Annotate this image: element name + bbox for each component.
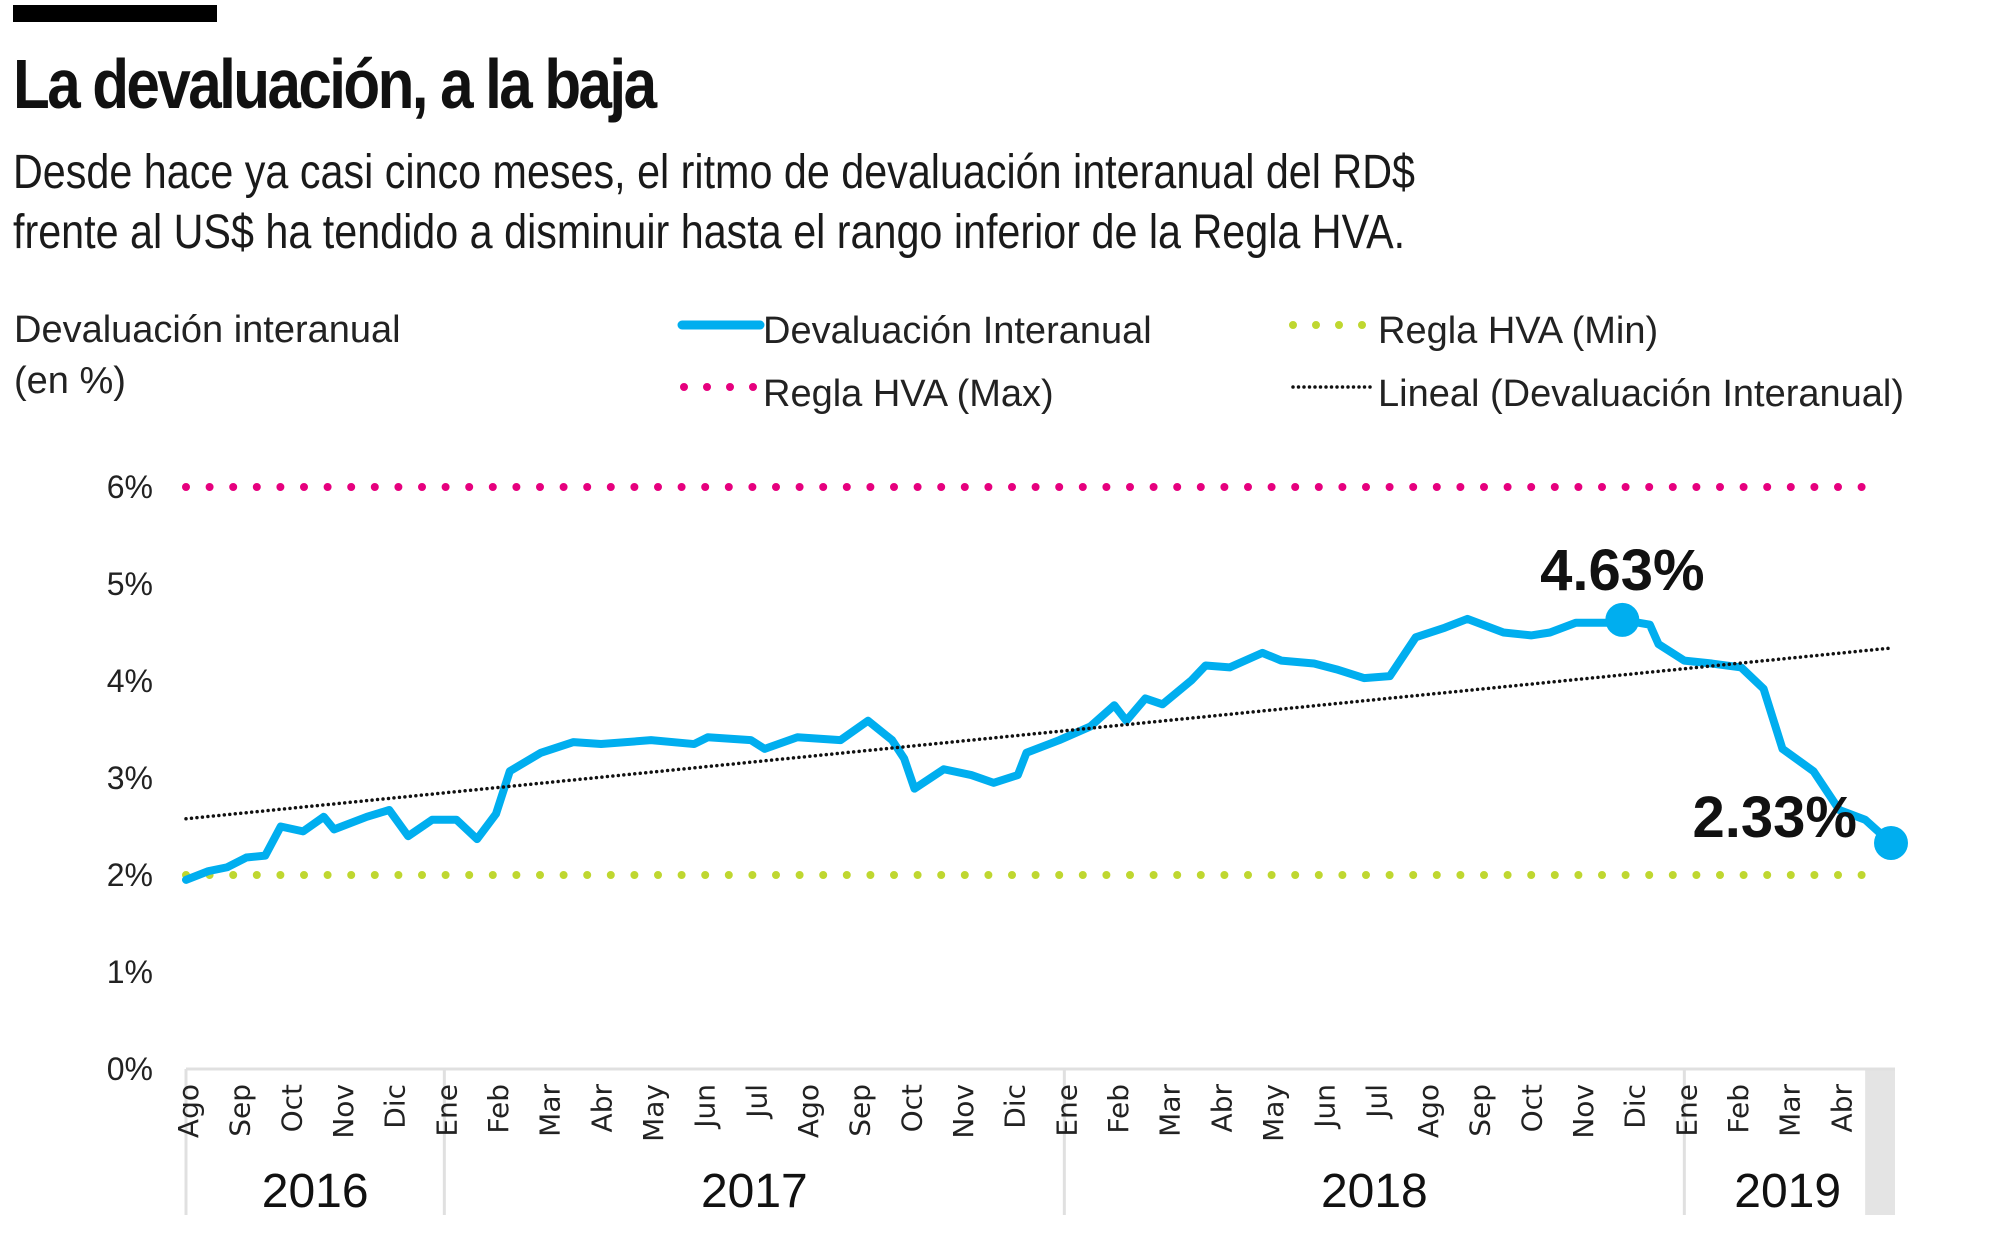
x-tick-label: Jun [689, 1084, 722, 1130]
x-tick-label: Ene [430, 1084, 463, 1137]
legend-label-series: Devaluación Interanual [763, 310, 1152, 352]
y-tick-label: 3% [107, 760, 153, 796]
annotation-label: 4.63% [1540, 538, 1704, 603]
x-tick-label: Oct [275, 1084, 308, 1132]
x-tick-label: May [1257, 1084, 1290, 1142]
y-axis-label-line2: (en %) [14, 360, 126, 402]
x-tick-label: Oct [1515, 1084, 1548, 1132]
x-tick-label: Nov [947, 1084, 980, 1139]
trend-line [184, 646, 1893, 821]
x-tick-label: Jun [1309, 1084, 1342, 1130]
x-tick-label: Dic [1619, 1084, 1652, 1129]
x-tick-label: Ago [792, 1084, 825, 1138]
top-accent-bar [13, 5, 217, 22]
devaluacion-series-line [182, 614, 1895, 884]
x-tick-label: Sep [224, 1084, 257, 1137]
chart-title: La devaluación, a la baja [13, 45, 657, 123]
chart-subtitle: Desde hace ya casi cinco meses, el ritmo… [13, 143, 1415, 263]
year-label: 2019 [1734, 1165, 1841, 1218]
x-tick-label: Mar [1154, 1084, 1187, 1137]
year-label: 2016 [262, 1165, 369, 1218]
annotation-label: 2.33% [1693, 785, 1857, 850]
x-tick-label: Abr [1825, 1084, 1858, 1133]
y-axis-label-line1: Devaluación interanual [14, 309, 401, 351]
x-tick-label: Feb [1102, 1084, 1135, 1134]
x-tick-label: Abr [585, 1084, 618, 1133]
legend-label-max: Regla HVA (Max) [763, 373, 1054, 415]
legend-label-trend: Lineal (Devaluación Interanual) [1378, 373, 1904, 415]
x-tick-label: Ago [172, 1084, 205, 1138]
x-tick-label: Jul [1360, 1084, 1393, 1120]
x-tick-label: Nov [327, 1084, 360, 1139]
x-tick-label: May [637, 1084, 670, 1142]
x-tick-label: Ago [1412, 1084, 1445, 1138]
annotation-marker [1874, 825, 1908, 860]
x-tick-label: Nov [1567, 1084, 1600, 1139]
year-label: 2018 [1321, 1165, 1428, 1218]
x-tick-label: Dic [379, 1084, 412, 1129]
subtitle-line-1: Desde hace ya casi cinco meses, el ritmo… [13, 146, 1415, 199]
x-tick-label: Sep [844, 1084, 877, 1137]
x-tick-label: Mar [534, 1084, 567, 1137]
y-tick-label: 5% [107, 566, 153, 602]
x-tick-label: Oct [895, 1084, 928, 1132]
partial-month-shade [1865, 1069, 1895, 1215]
y-tick-label: 1% [107, 954, 153, 990]
annotation-marker [1605, 602, 1640, 637]
subtitle-line-2: frente al US$ ha tendido a disminuir has… [13, 206, 1406, 259]
x-tick-label: Feb [482, 1084, 515, 1134]
x-tick-label: Sep [1464, 1084, 1497, 1137]
x-tick-label: Feb [1722, 1084, 1755, 1134]
x-tick-label: Abr [1205, 1084, 1238, 1133]
x-tick-label: Dic [999, 1084, 1032, 1129]
legend: Devaluación Interanual Regla HVA (Max) R… [677, 310, 1904, 415]
y-tick-label: 2% [107, 857, 153, 893]
x-tick-label: Ene [1050, 1084, 1083, 1137]
year-label: 2017 [701, 1165, 808, 1218]
y-tick-label: 0% [107, 1051, 153, 1087]
x-tick-label: Jul [740, 1084, 773, 1120]
x-tick-label: Ene [1670, 1084, 1703, 1137]
y-tick-label: 4% [107, 663, 153, 699]
y-tick-label: 6% [107, 469, 153, 505]
legend-label-min: Regla HVA (Min) [1378, 310, 1658, 352]
x-tick-label: Mar [1774, 1084, 1807, 1137]
